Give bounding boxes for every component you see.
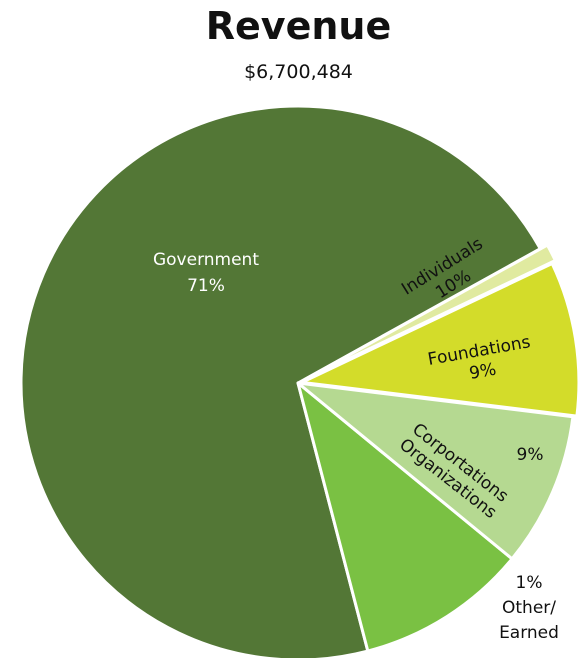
slice-label-group: 1% Other/Earned	[499, 573, 559, 643]
pie-slice-other-earned	[303, 243, 557, 381]
pie-slice-individuals	[296, 381, 514, 653]
pie-slice-foundations	[296, 381, 575, 561]
slice-label: 71%	[187, 276, 225, 296]
slice-label: Government	[153, 250, 259, 270]
pie-slice-government	[19, 104, 542, 658]
slice-label: 1%	[516, 573, 543, 593]
chart-title: Revenue	[205, 4, 392, 48]
slice-label: Earned	[499, 623, 559, 643]
slice-label: 9%	[468, 360, 498, 384]
slice-percent-label: 9%	[517, 445, 544, 465]
slice-label-group: Government 71%	[153, 250, 259, 296]
slice-label: Other/	[502, 598, 556, 618]
chart-subtitle: $6,700,484	[244, 61, 353, 83]
